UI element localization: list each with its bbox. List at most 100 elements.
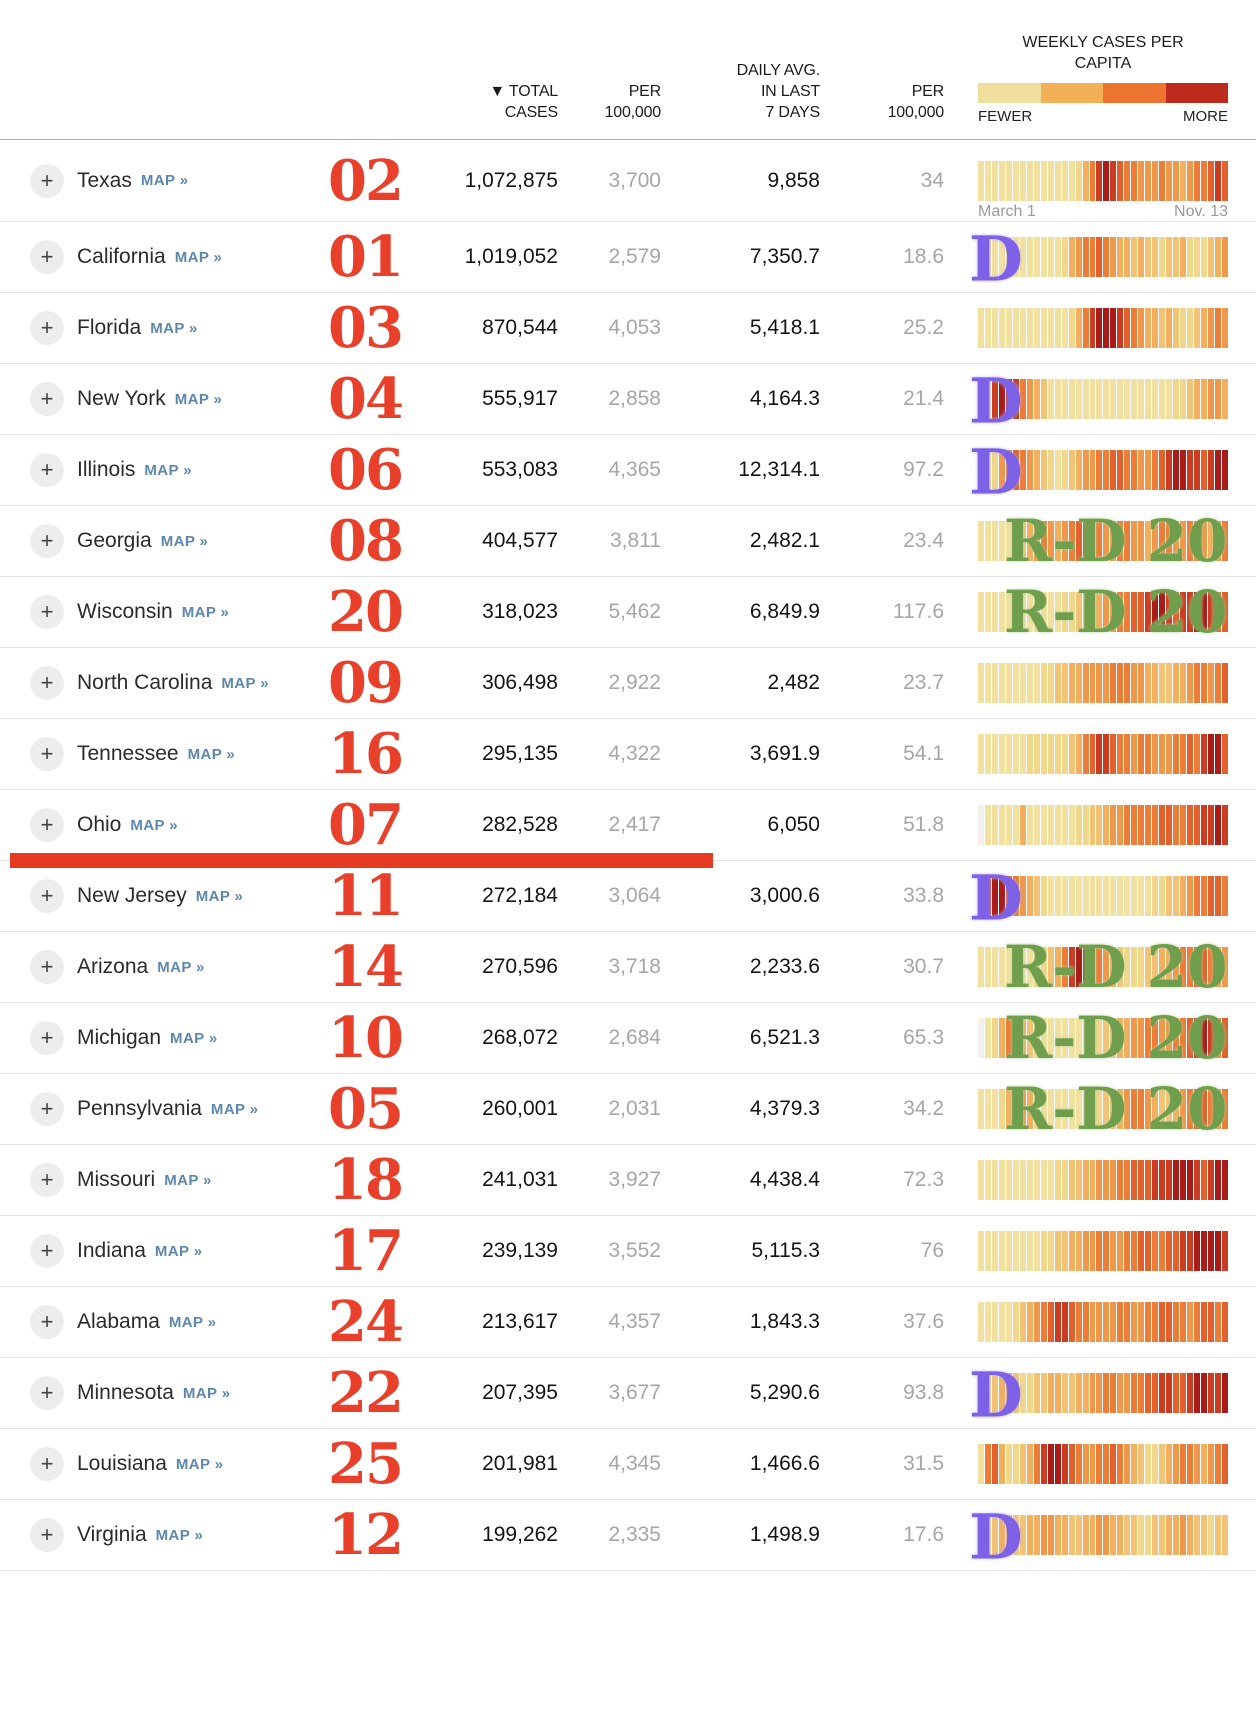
map-link[interactable]: MAP » <box>210 1100 259 1118</box>
heatmap-week-segment <box>1068 592 1075 632</box>
map-link[interactable]: MAP » <box>174 390 223 408</box>
table-row: + New York MAP » 04 555,917 2,858 4,164.… <box>0 364 1256 435</box>
expand-row-button[interactable]: + <box>30 453 64 487</box>
column-header-per-100k[interactable]: PER 100,000 <box>558 81 662 139</box>
map-link[interactable]: MAP » <box>160 532 209 550</box>
expand-row-button[interactable]: + <box>30 382 64 416</box>
heatmap-week-segment <box>1103 1444 1110 1484</box>
heatmap-week-segment <box>1152 308 1159 348</box>
map-link[interactable]: MAP » <box>157 958 205 976</box>
map-link[interactable]: MAP » <box>154 1242 203 1260</box>
heatmap-week-segment <box>1187 379 1194 419</box>
heatmap-week-segment <box>1180 160 1187 201</box>
heatmap-week-segment <box>1103 1018 1110 1058</box>
heatmap-week-segment <box>1145 592 1152 632</box>
map-link[interactable]: MAP » <box>155 1526 204 1544</box>
heatmap-week-segment <box>1012 876 1019 916</box>
map-link[interactable]: MAP » <box>150 319 198 337</box>
expand-row-button[interactable]: + <box>30 240 64 274</box>
column-header-daily-per-100k[interactable]: PER 100,000 <box>820 81 945 139</box>
map-link[interactable]: MAP » <box>140 172 189 189</box>
heatmap-week-segment <box>1012 1302 1019 1342</box>
map-link[interactable]: MAP » <box>195 887 244 905</box>
heatmap-week-segment <box>1152 1160 1159 1200</box>
expand-row-button[interactable]: + <box>30 1518 64 1552</box>
expand-row-button[interactable]: + <box>30 1234 64 1268</box>
expand-row-button[interactable]: + <box>30 595 64 629</box>
heatmap-week-segment <box>1152 1373 1159 1413</box>
heatmap-week-segment <box>1214 379 1221 419</box>
heatmap-week-segment <box>1117 1515 1124 1555</box>
heatmap-week-segment <box>1103 450 1110 490</box>
heatmap-week-segment <box>984 160 991 201</box>
map-link[interactable]: MAP » <box>187 745 236 763</box>
heatmap-week-segment <box>1075 1444 1082 1484</box>
expand-row-button[interactable]: + <box>30 1447 64 1481</box>
map-link[interactable]: MAP » <box>182 1384 231 1402</box>
heatmap-week-segment <box>1201 1231 1207 1271</box>
state-cell: + Louisiana MAP » <box>30 1447 430 1481</box>
column-header-daily-avg[interactable]: DAILY AVG. IN LAST 7 DAYS <box>661 60 821 139</box>
heatmap-week-segment <box>1040 450 1047 490</box>
heatmap-week-segment <box>1124 1373 1131 1413</box>
heatmap-week-segment <box>1117 947 1124 987</box>
table-row: + North Carolina MAP » 09 306,498 2,922 … <box>0 648 1256 719</box>
heatmap-week-segment <box>1096 592 1103 632</box>
expand-row-button[interactable]: + <box>30 1305 64 1339</box>
heatmap-week-segment <box>1054 160 1061 201</box>
heatmap-week-segment <box>1110 1160 1117 1200</box>
expand-row-button[interactable]: + <box>30 666 64 700</box>
heatmap-week-segment <box>1040 379 1047 419</box>
heatmap-week-segment <box>1194 1515 1200 1555</box>
heatmap-week-segment <box>1214 1373 1221 1413</box>
heatmap-week-segment <box>1082 734 1089 774</box>
heatmap-week-segment <box>1145 1444 1152 1484</box>
state-cell: + Minnesota MAP » <box>30 1376 430 1410</box>
expand-row-button[interactable]: + <box>30 163 64 198</box>
legend-gradient-bar <box>978 83 1228 103</box>
column-header-total-cases[interactable]: ▼ TOTAL CASES <box>430 81 558 139</box>
heatmap-week-segment <box>1221 592 1228 632</box>
map-link[interactable]: MAP » <box>181 603 230 621</box>
map-link[interactable]: MAP » <box>174 248 223 266</box>
heatmap-week-segment <box>998 1302 1005 1342</box>
heatmap-week-segment <box>1117 876 1124 916</box>
heatmap-week-segment <box>1214 1160 1221 1200</box>
expand-row-button[interactable]: + <box>30 879 64 913</box>
map-link[interactable]: MAP » <box>130 816 178 834</box>
rank-annotation: 17 <box>328 1218 404 1284</box>
map-link[interactable]: MAP » <box>164 1171 212 1189</box>
expand-row-button[interactable]: + <box>30 808 64 842</box>
heatmap-week-segment <box>1145 1231 1152 1271</box>
map-link[interactable]: MAP » <box>144 461 192 479</box>
per-100k-value: 2,858 <box>608 387 661 410</box>
expand-row-button[interactable]: + <box>30 311 64 345</box>
expand-row-button[interactable]: + <box>30 1376 64 1410</box>
heatmap-week-segment <box>1131 1089 1138 1129</box>
heatmap-week-segment <box>1152 1018 1159 1058</box>
weekly-cases-heatmap-strip <box>978 592 1228 632</box>
expand-row-button[interactable]: + <box>30 1021 64 1055</box>
map-link[interactable]: MAP » <box>168 1313 217 1331</box>
state-name: Wisconsin <box>77 600 173 623</box>
expand-row-button[interactable]: + <box>30 1163 64 1197</box>
map-link[interactable]: MAP » <box>175 1455 224 1473</box>
heatmap-week-segment <box>1012 308 1019 348</box>
weekly-cases-strip-cell <box>978 805 1228 845</box>
heatmap-week-segment <box>991 160 998 201</box>
expand-row-button[interactable]: + <box>30 524 64 558</box>
heatmap-week-segment <box>991 1373 998 1413</box>
map-link[interactable]: MAP » <box>170 1029 218 1047</box>
heatmap-week-segment <box>1180 947 1187 987</box>
heatmap-week-segment <box>1180 1373 1187 1413</box>
map-link[interactable]: MAP » <box>221 674 269 692</box>
heatmap-week-segment <box>1159 237 1166 277</box>
expand-row-button[interactable]: + <box>30 1092 64 1126</box>
weekly-cases-heatmap-strip <box>978 521 1228 561</box>
heatmap-week-segment <box>1173 947 1180 987</box>
heatmap-week-segment <box>1221 379 1228 419</box>
expand-row-button[interactable]: + <box>30 737 64 771</box>
expand-row-button[interactable]: + <box>30 950 64 984</box>
heatmap-week-segment <box>1061 1089 1068 1129</box>
heatmap-week-segment <box>978 1089 984 1129</box>
